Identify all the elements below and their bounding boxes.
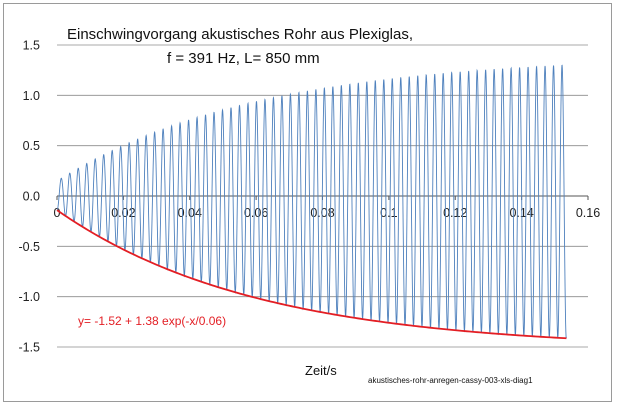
y-tick-labels: 1.5 1.0 0.5 0.0 -0.5 -1.0 -1.5: [18, 39, 40, 355]
y-tick-label-3: 0.0: [23, 190, 40, 204]
fit-curve-line: [56, 209, 567, 340]
y-tick-label-5: -1.0: [18, 290, 40, 304]
footnote-label: akustisches-rohr-anregen-cassy-003-xls-d…: [368, 376, 533, 385]
x-axis-label: Zeit/s: [305, 363, 337, 378]
y-tick-label-0: 1.5: [23, 39, 40, 53]
x-tick-label-2: 0.04: [178, 206, 202, 220]
grid-lines: [56, 44, 589, 348]
fit-equation-annotation: y= -1.52 + 1.38 exp(-x/0.06): [78, 314, 226, 328]
signal-series-line: [56, 64, 567, 339]
x-tick-label-8: 0.16: [576, 206, 600, 220]
x-tick-label-6: 0.12: [443, 206, 467, 220]
chart-title-line1: Einschwingvorgang akustisches Rohr aus P…: [67, 26, 413, 43]
x-tick-label-5: 0.1: [380, 206, 397, 220]
x-tick-label-3: 0.06: [244, 206, 268, 220]
y-tick-label-2: 0.5: [23, 139, 40, 153]
x-tick-label-0: 0: [54, 206, 61, 220]
y-tick-label-6: -1.5: [18, 341, 40, 355]
y-tick-label-4: -0.5: [18, 240, 40, 254]
chart-title-line2: f = 391 Hz, L= 850 mm: [167, 50, 320, 67]
y-tick-label-1: 1.0: [23, 89, 40, 103]
